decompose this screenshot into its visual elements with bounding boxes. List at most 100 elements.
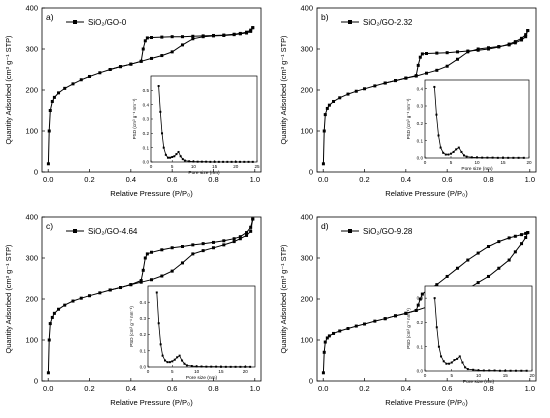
x-tick-label: 0.8 [208, 175, 218, 184]
data-point-desorption [526, 231, 530, 235]
inset-x-tick-label: 20 [526, 160, 532, 165]
inset-data-point [251, 160, 254, 163]
inset-data-point [522, 156, 525, 159]
data-point-desorption [455, 266, 459, 270]
inset-data-point [435, 326, 438, 329]
inset-x-tick-label: 5 [171, 164, 174, 169]
inset-frame [424, 79, 530, 159]
data-point-adsorption [332, 99, 336, 103]
inset-y-tick-label: 0.2 [417, 121, 424, 126]
inset-data-point [445, 362, 448, 365]
data-point-adsorption [346, 327, 350, 331]
y-tick-label: 300 [300, 45, 313, 54]
inset-data-point [229, 365, 232, 368]
inset-data-point [458, 355, 461, 358]
data-point-adsorption [57, 91, 61, 95]
data-point-adsorption [322, 350, 326, 354]
data-point-adsorption [222, 243, 226, 247]
legend-label: SiO₂/GO-0 [88, 18, 127, 27]
inset-y-tick-label: 0.1 [417, 344, 424, 349]
data-point-desorption [108, 288, 112, 292]
inset-data-point [217, 160, 220, 163]
x-tick-label: 0.4 [126, 384, 136, 393]
inset-y-tick-label: 0.3 [140, 316, 147, 321]
inset-data-point [161, 354, 164, 357]
inset-data-point [181, 359, 184, 362]
y-tick-label: 100 [25, 336, 38, 345]
data-point-adsorption [322, 129, 326, 133]
inset-data-point [183, 362, 186, 365]
data-point-desorption [513, 234, 517, 238]
inset-data-point [491, 156, 494, 159]
inset-x-tick-label: 0 [147, 369, 150, 374]
inset-x-tick-label: 20 [233, 164, 239, 169]
inset-data-point [205, 365, 208, 368]
inset-y-tick-label: 0.3 [417, 296, 424, 301]
data-point-desorption [251, 26, 255, 30]
y-tick-label: 300 [25, 45, 38, 54]
inset-y-tick-label: 0.3 [143, 117, 150, 122]
y-tick-label: 0 [309, 168, 313, 177]
data-point-adsorption [327, 103, 331, 107]
inset-data-point [433, 85, 436, 88]
inset-x-tick-label: 15 [500, 160, 506, 165]
data-point-adsorption [332, 331, 336, 335]
data-point-adsorption [46, 162, 50, 166]
x-tick-label: 0.4 [401, 384, 411, 393]
data-point-desorption [232, 32, 236, 36]
data-point-adsorption [71, 299, 75, 303]
data-point-desorption [222, 33, 226, 37]
data-point-desorption [249, 28, 253, 32]
data-point-adsorption [338, 329, 342, 333]
data-point-adsorption [363, 87, 367, 91]
data-point-desorption [145, 252, 149, 256]
inset-data-point [159, 343, 162, 346]
inset-y-tick-label: 0.1 [417, 138, 424, 143]
data-point-desorption [445, 274, 449, 278]
data-point-desorption [416, 303, 420, 307]
data-point-desorption [420, 52, 424, 56]
y-tick-label: 200 [300, 86, 313, 95]
data-point-desorption [524, 33, 528, 37]
inset-data-point [455, 148, 458, 151]
x-tick-label: 0.6 [442, 175, 452, 184]
inset-data-point [460, 150, 463, 153]
inset-x-tick-label: 15 [503, 373, 509, 378]
inset-x-axis-title: Pore size (nm) [461, 166, 493, 172]
inset-y-axis-title: PSD (cm³ g⁻¹ nm⁻¹) [406, 308, 411, 349]
data-point-desorption [150, 36, 153, 40]
data-point-adsorption [323, 340, 327, 344]
data-point-adsorption [327, 334, 331, 338]
inset-y-tick-label: 0.2 [140, 332, 147, 337]
data-point-adsorption [98, 291, 102, 295]
data-point-adsorption [47, 338, 51, 342]
data-point-desorption [119, 286, 123, 290]
data-point-desorption [251, 217, 255, 221]
data-point-desorption [238, 235, 242, 239]
inset-data-point [482, 369, 485, 372]
data-point-adsorption [150, 56, 153, 60]
data-point-adsorption [50, 315, 54, 319]
data-point-desorption [383, 81, 387, 85]
data-point-desorption [445, 51, 449, 55]
inset-data-point [450, 361, 453, 364]
inset-data-point [159, 110, 162, 113]
data-point-desorption [222, 239, 226, 243]
inset-y-tick-label: 0.0 [417, 369, 424, 374]
y-tick-label: 100 [300, 127, 313, 136]
x-tick-label: 0.2 [359, 384, 369, 393]
data-point-desorption [520, 36, 524, 40]
data-point-desorption [414, 308, 418, 312]
inset-data-point [244, 365, 247, 368]
inset-x-axis-title: Pore size (nm) [186, 375, 218, 381]
data-point-adsorption [63, 303, 67, 307]
data-point-desorption [180, 245, 184, 249]
series-line-adsorption [47, 218, 254, 373]
data-point-adsorption [232, 240, 236, 244]
inset-data-point [234, 160, 237, 163]
data-point-adsorption [191, 252, 195, 256]
legend-label: SiO₂/GO-4.64 [88, 227, 138, 236]
inset-data-point [176, 356, 179, 359]
inset-data-point [181, 158, 184, 161]
